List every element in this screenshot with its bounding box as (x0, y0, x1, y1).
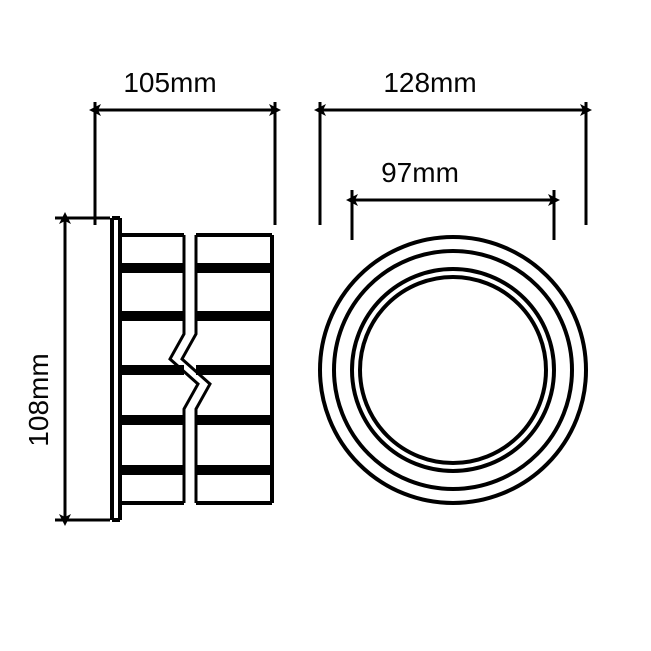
front-view (320, 237, 586, 503)
dim-label-height: 108mm (23, 353, 54, 446)
dim-label-depth: 105mm (123, 67, 216, 98)
dim-label-outer_d: 128mm (383, 67, 476, 98)
side-view (112, 218, 272, 520)
dim-label-inner_d: 97mm (381, 157, 459, 188)
